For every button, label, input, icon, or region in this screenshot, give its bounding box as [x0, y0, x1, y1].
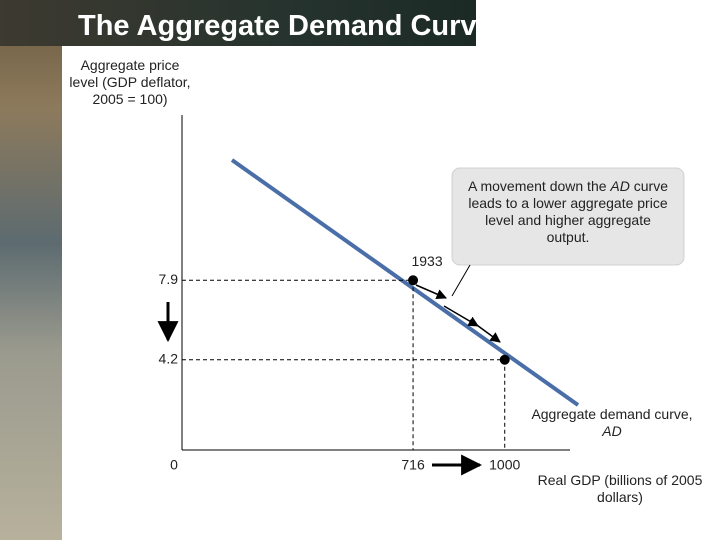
- photo-strip: [0, 0, 62, 540]
- annotation: A movement down the AD curve leads to a …: [462, 178, 674, 246]
- move-arrow: [469, 319, 501, 343]
- x-tick-label: 1000: [489, 457, 520, 473]
- annotation-box: [451, 167, 685, 266]
- move-arrow: [415, 284, 447, 300]
- point: [499, 354, 510, 365]
- annotation-text: A movement down the: [468, 178, 611, 194]
- annotation-pointer: [451, 264, 471, 297]
- curve-label-text: AD: [602, 423, 622, 439]
- slide-title: The Aggregate Demand Curve: [78, 10, 493, 42]
- point: [408, 275, 419, 286]
- y-axis-label: Aggregate price level (GDP deflator, 200…: [69, 57, 191, 107]
- annotation-text: AD: [610, 178, 630, 194]
- curve-label: Aggregate demand curve, AD: [530, 406, 694, 440]
- x-tick-label: 0: [170, 457, 178, 473]
- annotation-text: curve leads to a lower aggregate price l…: [468, 178, 668, 245]
- x-axis-label: Real GDP (billions of 2005 dollars): [537, 472, 703, 505]
- curve-label-text: Aggregate demand curve,: [531, 406, 693, 422]
- point-label: 1933: [411, 253, 442, 269]
- title-bar: [0, 0, 476, 46]
- ad-curve: [230, 158, 580, 407]
- move-arrow: [443, 305, 479, 327]
- y-tick-label: 4.2: [159, 350, 179, 366]
- y-tick-label: 7.9: [159, 271, 179, 287]
- x-tick-label: 716: [401, 457, 425, 473]
